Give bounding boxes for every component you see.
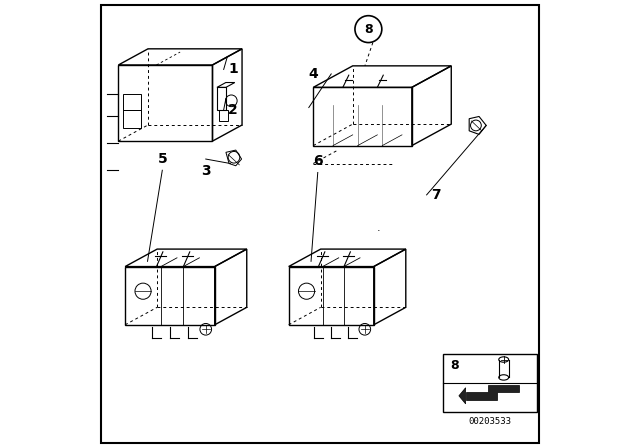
Text: 6: 6	[313, 154, 323, 168]
Text: 5: 5	[157, 152, 167, 166]
Text: .: .	[376, 224, 380, 233]
Text: 3: 3	[201, 164, 211, 177]
Polygon shape	[459, 388, 465, 404]
Text: 8: 8	[450, 359, 458, 372]
Text: 4: 4	[308, 67, 317, 81]
Text: 1: 1	[228, 62, 238, 77]
Text: 7: 7	[431, 188, 441, 202]
Bar	[443, 354, 538, 412]
Polygon shape	[465, 385, 520, 400]
Text: 2: 2	[228, 103, 238, 117]
Text: 00203533: 00203533	[468, 417, 512, 426]
Text: 8: 8	[364, 22, 372, 36]
